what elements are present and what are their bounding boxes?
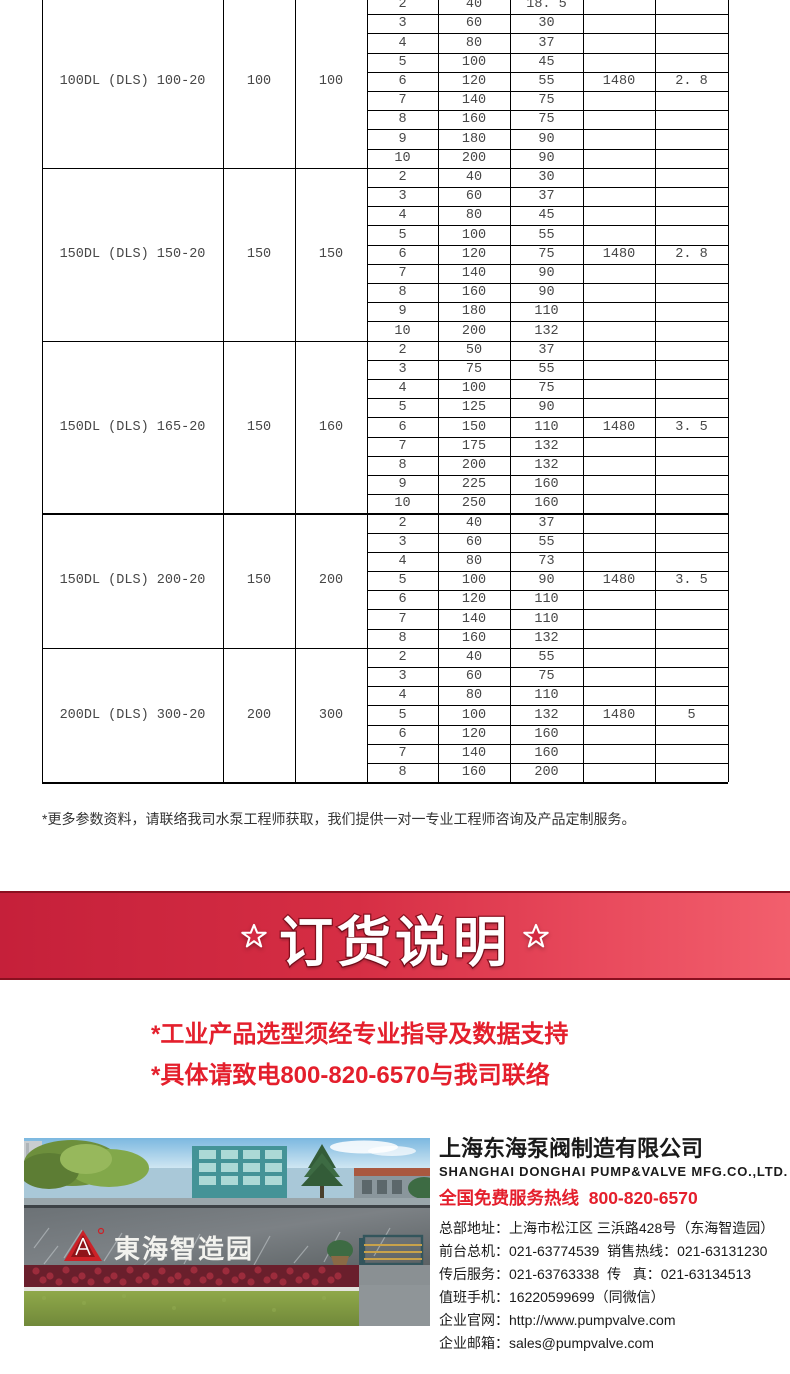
svg-text:東海智造园: 東海智造园 bbox=[114, 1234, 254, 1264]
